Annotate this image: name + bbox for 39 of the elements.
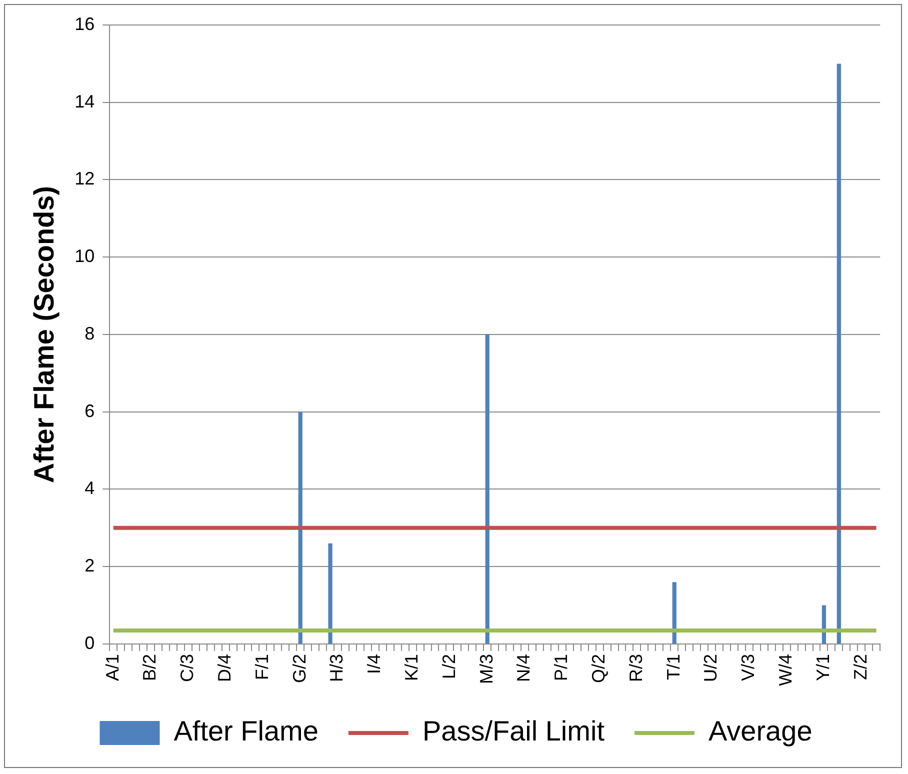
x-tick-label: C/3 — [177, 654, 198, 682]
y-tick-label: 12 — [74, 168, 95, 189]
x-tick-label: L/2 — [438, 654, 459, 680]
y-tick-label: 8 — [84, 323, 95, 344]
x-tick-label: V/3 — [738, 654, 758, 682]
bar — [298, 412, 302, 644]
bar — [672, 582, 676, 644]
legend-label: Average — [708, 716, 812, 747]
y-axis-title: After Flame (Seconds) — [28, 186, 60, 484]
bar — [328, 543, 332, 644]
y-tick-label: 4 — [84, 478, 95, 498]
x-tick-label: N/4 — [514, 654, 534, 682]
x-tick-label: T/1 — [663, 654, 684, 680]
y-tick-label: 16 — [74, 14, 95, 34]
x-tick-label: K/1 — [402, 654, 422, 682]
x-tick-label: H/3 — [326, 654, 347, 682]
y-tick-label: 6 — [84, 400, 95, 421]
legend-label: Pass/Fail Limit — [422, 716, 605, 747]
x-tick-label: D/4 — [214, 654, 235, 682]
x-tick-label: P/1 — [551, 654, 572, 682]
x-tick-label: Y/1 — [812, 654, 833, 682]
x-tick-label: Z/2 — [850, 654, 870, 680]
x-tick-label: A/1 — [102, 654, 122, 682]
x-tick-label: B/2 — [140, 654, 160, 682]
y-tick-label: 14 — [74, 91, 95, 112]
bar — [485, 334, 490, 644]
x-tick-label: W/4 — [776, 654, 796, 686]
x-tick-label: F/1 — [252, 654, 272, 680]
y-tick-label: 2 — [84, 556, 95, 576]
x-tick-label: Q/2 — [588, 654, 609, 684]
y-tick-label: 0 — [84, 632, 95, 653]
y-tick-label: 10 — [74, 246, 95, 266]
x-tick-label: I/4 — [364, 654, 384, 674]
bar — [836, 64, 841, 644]
legend-label: After Flame — [174, 716, 318, 747]
x-tick-label: G/2 — [289, 654, 310, 684]
x-tick-label: M/3 — [476, 654, 496, 684]
x-tick-label: U/2 — [700, 654, 721, 682]
x-tick-label: R/3 — [626, 654, 646, 682]
